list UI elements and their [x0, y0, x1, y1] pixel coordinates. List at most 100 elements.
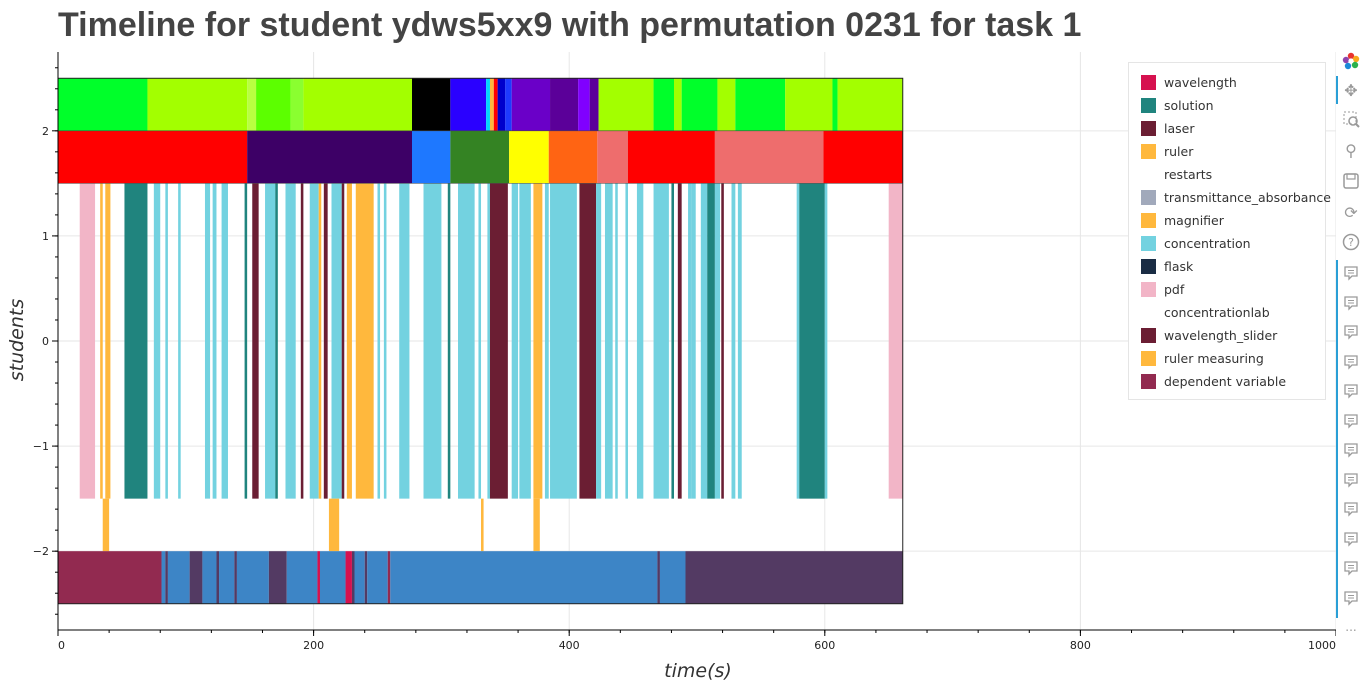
- timeline-segment-row-0[interactable]: [505, 78, 512, 131]
- timeline-segment-row-2[interactable]: [489, 183, 508, 499]
- timeline-segment-row-2[interactable]: [355, 183, 374, 499]
- timeline-segment-row-2[interactable]: [100, 183, 103, 499]
- timeline-segment-row-3[interactable]: [102, 498, 110, 552]
- timeline-segment-row-2[interactable]: [888, 183, 903, 499]
- timeline-segment-row-0[interactable]: [832, 78, 838, 131]
- timeline-segment-row-0[interactable]: [247, 78, 257, 131]
- timeline-segment-row-2[interactable]: [153, 183, 161, 499]
- timeline-segment-row-0[interactable]: [681, 78, 718, 131]
- timeline-segment-row-0[interactable]: [735, 78, 786, 131]
- timeline-segment-row-2[interactable]: [671, 183, 674, 499]
- timeline-segment-row-1[interactable]: [509, 130, 549, 184]
- legend-item[interactable]: concentrationlab: [1129, 301, 1325, 324]
- timeline-segment-row-2[interactable]: [519, 183, 531, 499]
- timeline-segment-row-2[interactable]: [731, 183, 736, 499]
- timeline-segment-row-2[interactable]: [487, 183, 490, 499]
- timeline-segment-row-0[interactable]: [58, 78, 148, 131]
- timeline-segment-row-2[interactable]: [550, 183, 577, 499]
- timeline-segment-row-2[interactable]: [346, 183, 352, 499]
- timeline-segment-row-2[interactable]: [105, 183, 111, 499]
- timeline-segment-row-2[interactable]: [447, 183, 451, 499]
- timeline-segment-row-2[interactable]: [596, 183, 602, 499]
- timeline-segment-row-4[interactable]: [167, 551, 190, 604]
- timeline-segment-row-1[interactable]: [714, 130, 824, 184]
- timeline-segment-row-1[interactable]: [823, 130, 903, 184]
- timeline-segment-row-0[interactable]: [717, 78, 736, 131]
- timeline-segment-row-4[interactable]: [657, 551, 660, 604]
- timeline-segment-row-2[interactable]: [323, 183, 328, 499]
- timeline-segment-row-4[interactable]: [351, 551, 355, 604]
- timeline-segment-row-0[interactable]: [837, 78, 903, 131]
- timeline-segment-row-2[interactable]: [383, 183, 387, 499]
- timeline-segment-row-0[interactable]: [511, 78, 551, 131]
- timeline-segment-row-2[interactable]: [700, 183, 708, 499]
- timeline-segment-row-2[interactable]: [252, 183, 259, 499]
- wheel-zoom-icon[interactable]: ⚲: [1345, 140, 1357, 160]
- timeline-segment-row-4[interactable]: [659, 551, 686, 604]
- timeline-segment-row-1[interactable]: [412, 130, 451, 184]
- legend-item[interactable]: ruler measuring: [1129, 347, 1325, 370]
- timeline-segment-row-2[interactable]: [341, 183, 345, 499]
- timeline-segment-row-4[interactable]: [685, 551, 903, 604]
- hover-icon[interactable]: [1340, 439, 1362, 461]
- timeline-segment-row-2[interactable]: [533, 183, 543, 499]
- timeline-segment-row-2[interactable]: [707, 183, 715, 499]
- hover-icon[interactable]: [1340, 557, 1362, 579]
- timeline-segment-row-1[interactable]: [450, 130, 510, 184]
- timeline-segment-row-0[interactable]: [598, 78, 654, 131]
- timeline-segment-row-2[interactable]: [615, 183, 618, 499]
- timeline-segment-row-2[interactable]: [653, 183, 669, 499]
- timeline-segment-row-2[interactable]: [265, 183, 276, 499]
- timeline-segment-row-0[interactable]: [303, 78, 413, 131]
- timeline-segment-row-2[interactable]: [221, 183, 228, 499]
- timeline-segment-row-4[interactable]: [202, 551, 217, 604]
- timeline-segment-row-0[interactable]: [489, 78, 494, 131]
- legend-item[interactable]: concentration: [1129, 232, 1325, 255]
- timeline-segment-row-2[interactable]: [824, 183, 828, 499]
- box-zoom-icon[interactable]: [1340, 108, 1362, 130]
- timeline-segment-row-2[interactable]: [544, 183, 549, 499]
- timeline-segment-row-2[interactable]: [604, 183, 613, 499]
- timeline-segment-row-0[interactable]: [486, 78, 490, 131]
- timeline-segment-row-0[interactable]: [550, 78, 579, 131]
- timeline-segment-row-2[interactable]: [799, 183, 825, 499]
- timeline-segment-row-0[interactable]: [147, 78, 248, 131]
- timeline-segment-row-1[interactable]: [597, 130, 628, 184]
- timeline-segment-row-0[interactable]: [578, 78, 590, 131]
- timeline-segment-row-1[interactable]: [247, 130, 413, 184]
- timeline-segment-row-2[interactable]: [458, 183, 475, 499]
- hover-icon[interactable]: [1340, 410, 1362, 432]
- hover-icon[interactable]: [1340, 498, 1362, 520]
- timeline-plot[interactable]: 0 200 400 600 800 1000 −2 −1 0 1 2 time(s) student…: [0, 0, 1336, 683]
- legend-item[interactable]: wavelength: [1129, 71, 1325, 94]
- timeline-segment-row-2[interactable]: [309, 183, 319, 499]
- hover-icon[interactable]: [1340, 469, 1362, 491]
- timeline-segment-row-1[interactable]: [548, 130, 598, 184]
- timeline-segment-row-2[interactable]: [511, 183, 519, 499]
- hover-icon[interactable]: [1340, 321, 1362, 343]
- legend-item[interactable]: restarts: [1129, 163, 1325, 186]
- timeline-segment-row-2[interactable]: [625, 183, 628, 499]
- timeline-segment-row-2[interactable]: [677, 183, 682, 499]
- timeline-segment-row-2[interactable]: [165, 183, 168, 499]
- hover-icon[interactable]: [1340, 351, 1362, 373]
- timeline-segment-row-0[interactable]: [290, 78, 304, 131]
- timeline-segment-row-2[interactable]: [688, 183, 692, 499]
- timeline-segment-row-4[interactable]: [387, 551, 391, 604]
- timeline-segment-row-2[interactable]: [636, 183, 644, 499]
- hover-icon[interactable]: [1340, 262, 1362, 284]
- timeline-segment-row-4[interactable]: [364, 551, 368, 604]
- timeline-segment-row-4[interactable]: [345, 551, 352, 604]
- timeline-segment-row-0[interactable]: [412, 78, 451, 131]
- timeline-segment-row-2[interactable]: [124, 183, 148, 499]
- timeline-segment-row-2[interactable]: [300, 183, 304, 499]
- timeline-segment-row-2[interactable]: [331, 183, 342, 499]
- timeline-segment-row-3[interactable]: [328, 498, 340, 552]
- timeline-segment-row-0[interactable]: [497, 78, 506, 131]
- timeline-segment-row-4[interactable]: [367, 551, 388, 604]
- timeline-segment-row-4[interactable]: [165, 551, 168, 604]
- hover-icon[interactable]: [1340, 587, 1362, 609]
- legend-item[interactable]: ruler: [1129, 140, 1325, 163]
- timeline-segment-row-0[interactable]: [256, 78, 291, 131]
- save-icon[interactable]: [1340, 170, 1362, 192]
